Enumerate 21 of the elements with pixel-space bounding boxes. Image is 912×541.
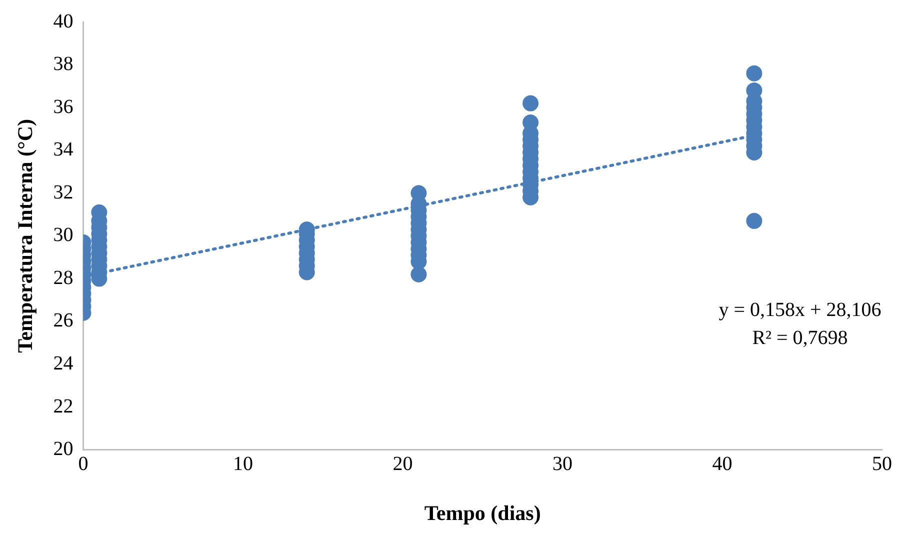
x-tick-label: 50 — [872, 453, 892, 476]
y-tick-label: 34 — [53, 138, 74, 161]
y-tick-label: 30 — [53, 224, 74, 246]
y-tick-label: 36 — [53, 96, 74, 118]
x-tick-label: 30 — [552, 453, 572, 476]
y-tick-label: 28 — [53, 266, 74, 289]
y-tick-label: 20 — [53, 438, 74, 460]
x-tick-label: 20 — [392, 453, 413, 476]
y-tick-label: 26 — [53, 310, 74, 332]
x-tick-label: 0 — [78, 453, 88, 476]
y-tick-label: 40 — [53, 10, 74, 32]
y-tick-label: 24 — [53, 352, 74, 374]
y-axis-title: Temperatura Interna (°C) — [13, 118, 38, 353]
x-axis-title: Tempo (dias) — [424, 500, 541, 525]
y-tick-label: 38 — [53, 53, 74, 76]
y-tick-label: 32 — [53, 181, 74, 204]
y-tick-label: 22 — [53, 395, 74, 418]
annotation: R² = 0,7698 — [752, 327, 848, 350]
x-tick-label: 40 — [712, 453, 732, 476]
annotation: y = 0,158x + 28,106 — [718, 299, 882, 322]
x-tick-label: 10 — [232, 453, 253, 476]
